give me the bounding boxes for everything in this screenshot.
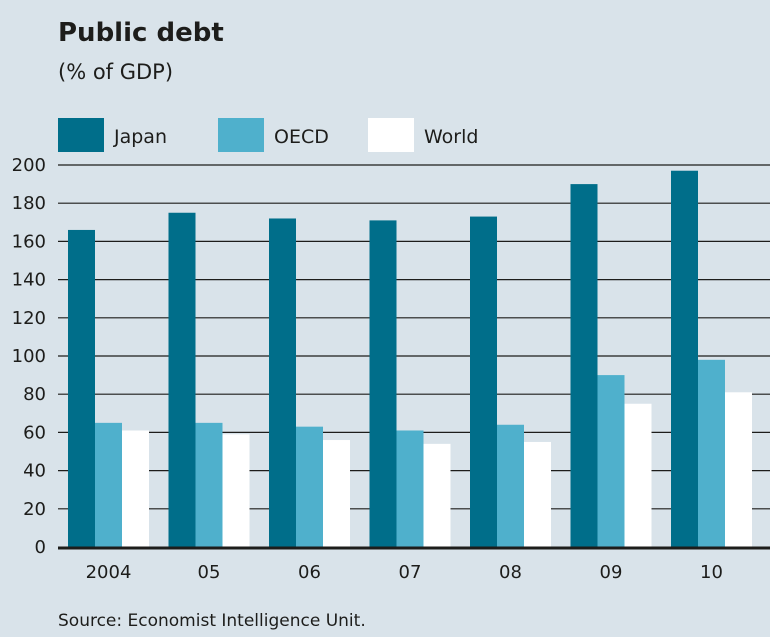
chart-subtitle: (% of GDP) (58, 60, 173, 84)
bar-world-2004 (122, 430, 149, 547)
legend-swatch-world (368, 118, 414, 152)
bar-world-08 (524, 441, 551, 547)
chart-title: Public debt (58, 18, 224, 48)
bar-world-05 (222, 434, 250, 547)
bar-oecd-05 (195, 422, 223, 547)
y-tick-label: 60 (23, 422, 46, 443)
bar-world-07 (423, 443, 451, 547)
y-tick-label: 140 (12, 270, 46, 291)
y-tick-label: 160 (12, 231, 46, 252)
legend-label-oecd: OECD (274, 126, 329, 148)
y-axis: 0 20 40 60 80 100 120 140 160 180 200 (12, 155, 46, 558)
x-tick-label: 08 (499, 562, 522, 583)
bar-japan-07 (369, 220, 397, 547)
bar-oecd-08 (497, 424, 524, 547)
legend-label-japan: Japan (113, 126, 167, 148)
y-tick-label: 80 (23, 384, 46, 405)
bar-oecd-10 (698, 359, 725, 547)
bar-oecd-06 (296, 426, 323, 547)
x-tick-label: 06 (298, 562, 321, 583)
y-tick-label: 120 (12, 308, 46, 329)
legend-swatch-japan (58, 118, 104, 152)
bar-japan-2004 (68, 229, 95, 547)
legend-label-world: World (424, 126, 478, 148)
y-tick-label: 0 (35, 537, 46, 558)
y-tick-label: 20 (23, 499, 46, 520)
source-note: Source: Economist Intelligence Unit. (58, 611, 366, 631)
bars (68, 170, 752, 548)
y-tick-label: 180 (12, 193, 46, 214)
x-tick-label: 09 (600, 562, 623, 583)
bar-oecd-07 (396, 430, 424, 547)
bar-japan-06 (269, 218, 296, 548)
bar-japan-10 (671, 170, 698, 548)
x-tick-label: 2004 (86, 562, 132, 583)
bar-japan-05 (168, 212, 196, 547)
x-axis: 2004 05 06 07 08 09 10 (58, 546, 770, 583)
legend: Japan OECD World (58, 118, 478, 152)
x-tick-label: 05 (198, 562, 221, 583)
bar-oecd-09 (597, 375, 625, 547)
bar-japan-08 (470, 216, 497, 547)
x-tick-label: 07 (399, 562, 422, 583)
bar-world-09 (624, 403, 652, 547)
x-tick-label: 10 (700, 562, 723, 583)
legend-swatch-oecd (218, 118, 264, 152)
bar-japan-09 (570, 184, 598, 547)
bar-world-06 (323, 440, 350, 547)
bar-oecd-2004 (95, 422, 122, 547)
y-tick-label: 40 (23, 461, 46, 482)
y-tick-label: 100 (12, 346, 46, 367)
bar-world-10 (725, 392, 752, 547)
y-tick-label: 200 (12, 155, 46, 176)
